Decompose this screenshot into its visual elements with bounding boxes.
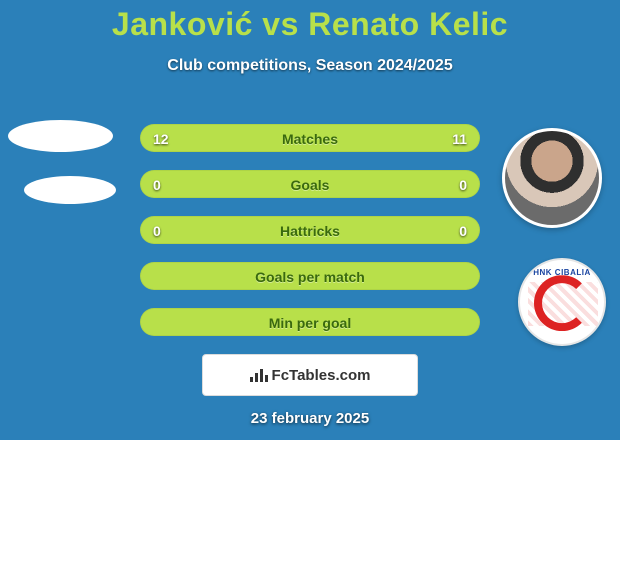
stat-right-value: 0 [459, 171, 467, 199]
brand-text: FcTables.com [272, 367, 371, 384]
right-club-badge: HNK CIBALIA [518, 258, 606, 346]
badge-ring [534, 275, 590, 331]
left-player-avatar [8, 120, 113, 152]
stat-left-value: 12 [153, 125, 169, 153]
stat-label: Hattricks [280, 223, 340, 239]
bars-icon [250, 368, 268, 382]
stat-label: Matches [282, 131, 338, 147]
stat-label: Goals per match [255, 269, 365, 285]
date-text: 23 february 2025 [0, 410, 620, 427]
stat-row: Goals 0 0 [140, 170, 480, 198]
stat-row: Matches 12 11 [140, 124, 480, 152]
page-subtitle: Club competitions, Season 2024/2025 [0, 57, 620, 75]
page-title: Janković vs Renato Kelic [0, 6, 620, 43]
stat-left-value: 0 [153, 217, 161, 245]
stat-row: Hattricks 0 0 [140, 216, 480, 244]
stat-right-value: 0 [459, 217, 467, 245]
left-club-badge [24, 176, 116, 204]
right-player-avatar [502, 128, 602, 228]
stat-label: Min per goal [269, 315, 351, 331]
stat-right-value: 11 [452, 125, 467, 153]
stat-label: Goals [291, 177, 330, 193]
comparison-card: Janković vs Renato Kelic Club competitio… [0, 0, 620, 440]
stats-list: Matches 12 11 Goals 0 0 Hattricks 0 0 Goals per m… [140, 124, 480, 354]
stat-row: Min per goal [140, 308, 480, 336]
stat-row: Goals per match [140, 262, 480, 290]
stat-left-value: 0 [153, 171, 161, 199]
brand-badge: FcTables.com [202, 354, 418, 396]
